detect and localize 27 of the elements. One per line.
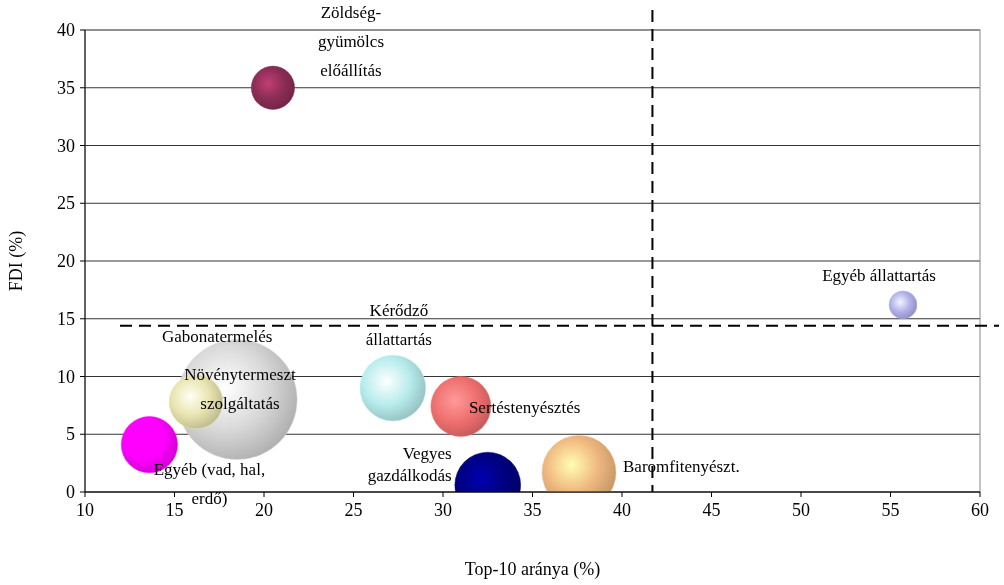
x-tick-label: 50 [792,500,810,520]
series-label: Kérődző állattartás [365,301,432,350]
x-axis-title: Top-10 aránya (%) [464,559,601,580]
x-tick-label: 60 [971,500,989,520]
x-tick-label: 30 [434,500,452,520]
y-tick-label: 40 [57,20,75,40]
series-label: Vegyes gazdálkodás [367,444,452,486]
x-tick-label: 35 [523,500,542,520]
y-tick-label: 5 [66,424,75,445]
series-label: Növénytermeszt szolgáltatás [184,364,296,413]
y-tick-label: 25 [57,193,75,214]
x-tick-label: 55 [881,500,900,520]
x-tick-label: 40 [613,500,631,520]
series-label: Egyéb állattartás [822,265,936,285]
y-tick-label: 15 [57,308,75,329]
y-tick-label: 10 [57,366,75,387]
series-label: Baromfitenyészt. [623,457,740,477]
x-tick-label: 45 [702,500,721,520]
y-tick-label: 35 [57,77,75,98]
y-axis-title: FDI (%) [6,230,27,292]
series-label: Zöldség- gyümölcs előállítás [317,2,384,80]
y-tick-label: 20 [57,251,75,271]
series-label: Gabonatermelés [161,326,273,346]
x-tick-label: 20 [255,500,273,520]
y-tick-label: 0 [66,482,75,502]
y-tick-label: 30 [57,135,75,156]
x-tick-label: 25 [344,500,363,520]
